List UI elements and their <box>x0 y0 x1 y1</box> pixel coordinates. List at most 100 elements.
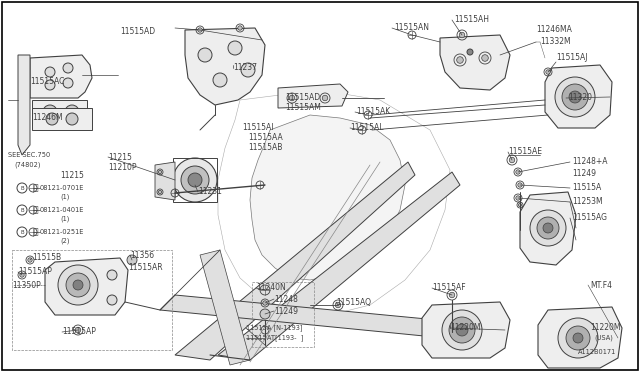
Bar <box>252 282 314 347</box>
Text: 11350P: 11350P <box>12 280 41 289</box>
Text: 11515AD: 11515AD <box>285 93 320 103</box>
Text: 11515AH: 11515AH <box>454 16 489 25</box>
Text: 11231: 11231 <box>198 187 222 196</box>
Text: 11515AA: 11515AA <box>248 134 283 142</box>
Circle shape <box>516 170 520 174</box>
Polygon shape <box>18 55 30 155</box>
Text: 11515AD: 11515AD <box>120 28 155 36</box>
Circle shape <box>323 95 328 101</box>
Text: 11215: 11215 <box>108 153 132 161</box>
Polygon shape <box>45 258 128 315</box>
Polygon shape <box>30 55 92 98</box>
Text: 11515AQ: 11515AQ <box>336 298 371 307</box>
Circle shape <box>562 84 588 110</box>
Text: 11220M: 11220M <box>590 324 621 333</box>
Text: 11515AT[1193-  ]: 11515AT[1193- ] <box>246 335 303 341</box>
Circle shape <box>198 48 212 62</box>
Text: (2): (2) <box>60 238 70 244</box>
Text: 11515AN: 11515AN <box>394 23 429 32</box>
Circle shape <box>566 326 590 350</box>
Bar <box>32 100 87 125</box>
Circle shape <box>442 310 482 350</box>
Circle shape <box>555 77 595 117</box>
Text: Ⓑ: Ⓑ <box>34 228 38 237</box>
Circle shape <box>238 26 242 30</box>
Circle shape <box>127 255 137 265</box>
Circle shape <box>107 270 117 280</box>
Circle shape <box>558 318 598 358</box>
Circle shape <box>228 41 242 55</box>
Text: 11220M: 11220M <box>450 324 481 333</box>
Text: 11240N: 11240N <box>256 283 285 292</box>
Polygon shape <box>545 65 612 128</box>
Text: 11515AL: 11515AL <box>350 124 383 132</box>
Circle shape <box>63 78 73 88</box>
Bar <box>12 250 172 350</box>
Text: 11515AM: 11515AM <box>285 103 321 112</box>
Bar <box>32 108 92 130</box>
Text: SEE SEC.750: SEE SEC.750 <box>8 152 51 158</box>
Text: 08121-0251E: 08121-0251E <box>40 229 84 235</box>
Polygon shape <box>538 307 622 368</box>
Circle shape <box>188 173 202 187</box>
Text: MT.F4: MT.F4 <box>590 280 612 289</box>
Polygon shape <box>422 302 510 358</box>
Circle shape <box>537 217 559 239</box>
Circle shape <box>241 63 255 77</box>
Text: 11515A [N-1193]: 11515A [N-1193] <box>246 325 303 331</box>
Text: 11515AP: 11515AP <box>18 267 52 276</box>
Polygon shape <box>250 115 405 280</box>
Text: 11515AP: 11515AP <box>62 327 96 337</box>
Text: 11246MA: 11246MA <box>536 26 572 35</box>
Text: 11249: 11249 <box>274 307 298 315</box>
Circle shape <box>28 258 32 262</box>
Circle shape <box>73 280 83 290</box>
Circle shape <box>20 273 24 277</box>
Circle shape <box>213 73 227 87</box>
Circle shape <box>335 302 340 308</box>
Circle shape <box>449 317 475 343</box>
Circle shape <box>46 113 58 125</box>
Circle shape <box>518 183 522 187</box>
Text: 11356: 11356 <box>130 250 154 260</box>
Circle shape <box>530 210 566 246</box>
Text: 11249: 11249 <box>572 170 596 179</box>
Text: 08121-0701E: 08121-0701E <box>40 185 84 191</box>
Circle shape <box>543 223 553 233</box>
Text: 11515AF: 11515AF <box>432 283 466 292</box>
Text: 11515AB: 11515AB <box>248 144 282 153</box>
Text: 11253M: 11253M <box>572 198 603 206</box>
Text: Ⓑ: Ⓑ <box>34 205 38 215</box>
Circle shape <box>45 80 55 90</box>
Text: Ⓑ: Ⓑ <box>34 183 38 192</box>
Circle shape <box>158 170 162 174</box>
Text: (1): (1) <box>60 216 69 222</box>
Polygon shape <box>160 295 490 342</box>
Text: A112B0171: A112B0171 <box>578 349 616 355</box>
Text: 11515AI: 11515AI <box>242 124 273 132</box>
Circle shape <box>573 333 583 343</box>
Text: B: B <box>20 186 24 190</box>
Circle shape <box>457 57 463 63</box>
Text: 11215: 11215 <box>60 170 84 180</box>
Text: 11332M: 11332M <box>540 38 571 46</box>
Circle shape <box>198 28 202 32</box>
Circle shape <box>546 70 550 74</box>
Circle shape <box>460 32 465 38</box>
Circle shape <box>76 327 81 333</box>
Circle shape <box>43 105 57 119</box>
Text: 11515AC: 11515AC <box>30 77 65 87</box>
Circle shape <box>449 292 455 298</box>
Text: 08121-0401E: 08121-0401E <box>40 207 84 213</box>
Circle shape <box>158 190 162 194</box>
Polygon shape <box>185 28 265 105</box>
Circle shape <box>289 95 295 101</box>
Circle shape <box>518 203 522 207</box>
Text: 11246M: 11246M <box>32 113 63 122</box>
Circle shape <box>58 265 98 305</box>
Polygon shape <box>520 192 576 265</box>
Circle shape <box>467 49 473 55</box>
Circle shape <box>66 113 78 125</box>
Polygon shape <box>440 35 510 90</box>
Text: 11248: 11248 <box>274 295 298 304</box>
